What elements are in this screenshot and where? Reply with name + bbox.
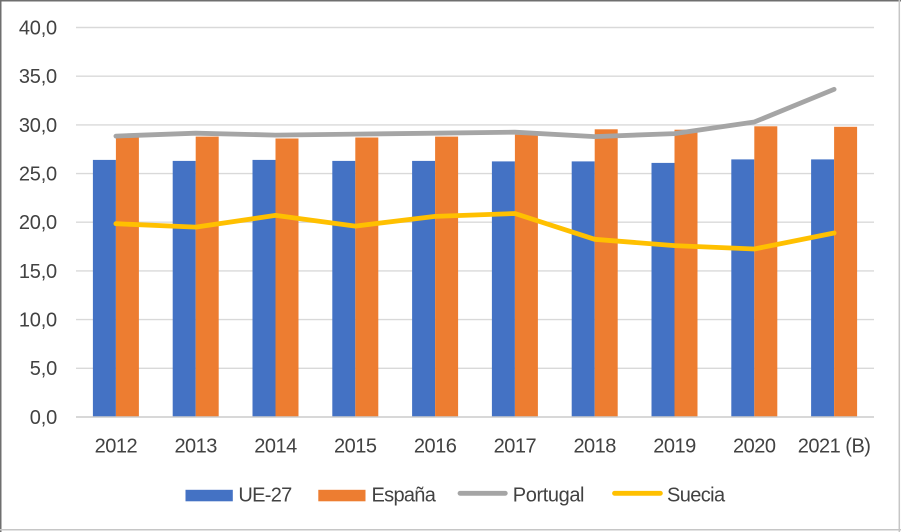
- svg-text:25,0: 25,0: [19, 164, 57, 186]
- svg-text:15,0: 15,0: [19, 261, 57, 283]
- svg-text:2020: 2020: [733, 436, 776, 458]
- svg-text:20,0: 20,0: [19, 212, 57, 234]
- svg-text:2013: 2013: [174, 436, 217, 458]
- svg-text:2015: 2015: [334, 436, 377, 458]
- svg-text:40,0: 40,0: [19, 17, 57, 39]
- svg-text:Portugal: Portugal: [513, 484, 584, 506]
- svg-text:5,0: 5,0: [30, 358, 57, 380]
- svg-text:2021 (B): 2021 (B): [798, 436, 871, 458]
- svg-text:UE-27: UE-27: [238, 484, 292, 506]
- svg-text:2016: 2016: [414, 436, 457, 458]
- svg-text:30,0: 30,0: [19, 115, 57, 137]
- svg-text:España: España: [372, 484, 437, 506]
- svg-text:Suecia: Suecia: [667, 484, 726, 506]
- svg-text:2014: 2014: [254, 436, 297, 458]
- svg-text:10,0: 10,0: [19, 310, 57, 332]
- svg-text:35,0: 35,0: [19, 66, 57, 88]
- svg-text:2012: 2012: [95, 436, 138, 458]
- svg-text:2018: 2018: [573, 436, 616, 458]
- svg-text:2017: 2017: [494, 436, 537, 458]
- svg-text:0,0: 0,0: [30, 407, 57, 429]
- svg-text:2019: 2019: [653, 436, 696, 458]
